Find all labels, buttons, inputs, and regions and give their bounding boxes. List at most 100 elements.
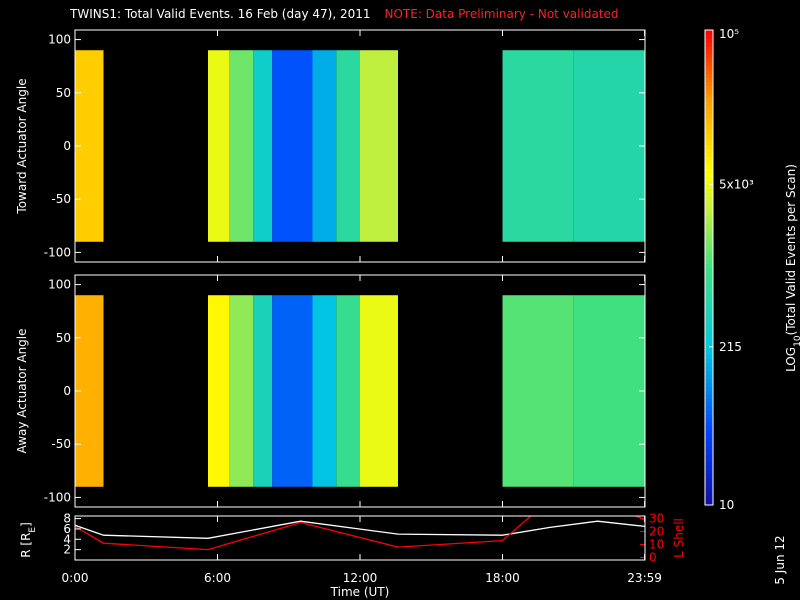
heatmap-cell bbox=[502, 295, 574, 487]
colorbar-swatch bbox=[705, 346, 713, 352]
colorbar-swatch bbox=[705, 69, 713, 75]
colorbar-swatch bbox=[705, 473, 713, 478]
colorbar-swatch bbox=[705, 445, 713, 451]
y-axis-label: Away Actuator Angle bbox=[15, 328, 29, 453]
colorbar-tick-label: 10 bbox=[719, 498, 734, 512]
colorbar-swatch bbox=[705, 406, 713, 411]
colorbar-swatch bbox=[705, 255, 713, 261]
colorbar-swatch bbox=[705, 176, 713, 181]
colorbar-swatch bbox=[705, 477, 713, 482]
heatmap-cell bbox=[312, 295, 337, 487]
y-tick-label: 0 bbox=[63, 139, 71, 153]
colorbar-swatch bbox=[705, 307, 713, 312]
colorbar-swatch bbox=[705, 196, 713, 201]
colorbar-swatch bbox=[705, 370, 713, 375]
colorbar-swatch bbox=[705, 57, 713, 63]
colorbar-swatch bbox=[705, 140, 713, 146]
colorbar-swatch bbox=[705, 125, 713, 130]
x-axis-label: Time (UT) bbox=[330, 585, 390, 599]
y-label-part: R [R bbox=[19, 533, 33, 558]
colorbar-swatch bbox=[705, 425, 713, 431]
colorbar-swatch bbox=[705, 283, 713, 288]
colorbar-swatch bbox=[705, 121, 713, 126]
series-line bbox=[75, 516, 645, 551]
colorbar-swatch bbox=[705, 216, 713, 221]
heatmap-cell bbox=[336, 50, 360, 242]
colorbar-swatch bbox=[705, 259, 713, 265]
colorbar-swatch bbox=[705, 144, 713, 150]
y-axis-label: Toward Actuator Angle bbox=[15, 78, 29, 214]
colorbar-swatch bbox=[705, 30, 713, 35]
y-axis-label: R [RE] bbox=[19, 522, 38, 558]
colorbar-swatch bbox=[705, 45, 713, 51]
colorbar-swatch bbox=[705, 148, 713, 154]
colorbar-label-part: LOG bbox=[784, 347, 798, 372]
x-tick-label: 6:00 bbox=[204, 571, 231, 585]
x-tick-label: 12:00 bbox=[343, 571, 378, 585]
colorbar-swatch bbox=[705, 208, 713, 213]
colorbar-swatch bbox=[705, 275, 713, 280]
colorbar-swatch bbox=[705, 136, 713, 142]
colorbar-swatch bbox=[705, 77, 713, 82]
heatmap-cell bbox=[229, 295, 254, 487]
colorbar-swatch bbox=[705, 279, 713, 284]
colorbar-swatch bbox=[705, 168, 713, 173]
colorbar-swatch bbox=[705, 263, 713, 268]
colorbar-swatch bbox=[705, 89, 713, 94]
colorbar-swatch bbox=[705, 354, 713, 360]
colorbar-swatch bbox=[705, 457, 713, 462]
colorbar-swatch bbox=[705, 41, 713, 47]
colorbar-swatch bbox=[705, 501, 713, 506]
colorbar-swatch bbox=[705, 105, 713, 110]
colorbar-swatch bbox=[705, 441, 713, 447]
colorbar-swatch bbox=[705, 461, 713, 466]
colorbar-swatch bbox=[705, 53, 713, 59]
heatmap-cell bbox=[312, 50, 337, 242]
colorbar-swatch bbox=[705, 243, 713, 249]
colorbar-swatch bbox=[705, 429, 713, 435]
y-tick-label: -100 bbox=[44, 245, 71, 259]
colorbar-swatch bbox=[705, 322, 713, 328]
colorbar-swatch bbox=[705, 386, 713, 391]
series-line bbox=[75, 520, 645, 539]
heatmap-cell bbox=[502, 50, 574, 242]
colorbar-swatch bbox=[705, 342, 713, 348]
colorbar-swatch bbox=[705, 437, 713, 443]
colorbar-swatch bbox=[705, 37, 713, 43]
colorbar-swatch bbox=[705, 291, 713, 296]
colorbar-swatch bbox=[705, 113, 713, 118]
colorbar-swatch bbox=[705, 417, 713, 423]
colorbar-swatch bbox=[705, 227, 713, 233]
colorbar-swatch bbox=[705, 180, 713, 185]
colorbar-swatch bbox=[705, 271, 713, 276]
title-line: TWINS1: Total Valid Events. 16 Feb (day … bbox=[69, 7, 619, 21]
heatmap-cell bbox=[253, 50, 273, 242]
colorbar-swatch bbox=[705, 378, 713, 383]
colorbar-swatch bbox=[705, 295, 713, 300]
colorbar-swatch bbox=[705, 382, 713, 387]
colorbar-swatch bbox=[705, 235, 713, 241]
colorbar-swatch bbox=[705, 164, 713, 170]
colorbar-swatch bbox=[705, 231, 713, 237]
y-tick-label: 6 bbox=[63, 522, 71, 536]
y-tick-label: 2 bbox=[63, 543, 71, 557]
y-tick-label: 100 bbox=[48, 278, 71, 292]
colorbar-swatch bbox=[705, 223, 713, 229]
colorbar-swatch bbox=[705, 267, 713, 272]
colorbar-swatch bbox=[705, 184, 713, 189]
colorbar-swatch bbox=[705, 303, 713, 308]
colorbar-swatch bbox=[705, 469, 713, 474]
colorbar-swatch bbox=[705, 212, 713, 217]
colorbar-swatch bbox=[705, 362, 713, 367]
heatmap-cell bbox=[573, 295, 645, 487]
colorbar-swatch bbox=[705, 338, 713, 344]
colorbar-swatch bbox=[705, 497, 713, 502]
colorbar-swatch bbox=[705, 449, 713, 455]
colorbar-swatch bbox=[705, 465, 713, 470]
heatmap-cell bbox=[272, 50, 313, 242]
heatmap-cell bbox=[229, 50, 254, 242]
colorbar-swatch bbox=[705, 188, 713, 193]
